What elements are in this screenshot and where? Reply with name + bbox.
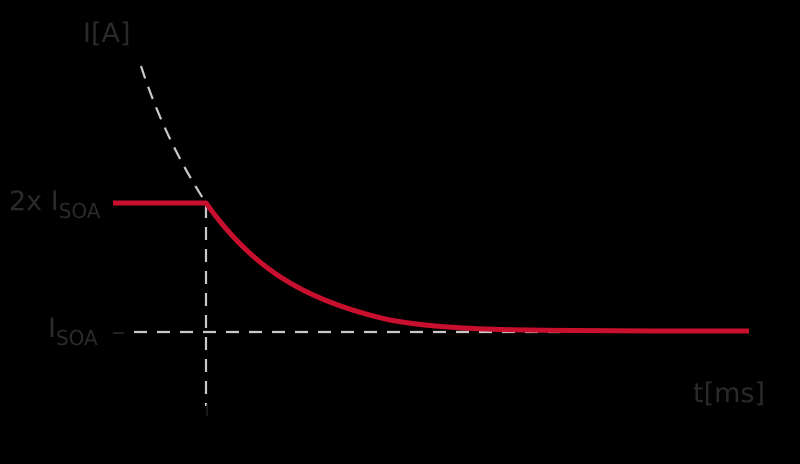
y-tick-2x-isoa: 2x ISOA (9, 186, 100, 221)
y-axis-label: I[A] (83, 18, 131, 49)
y-tick-1x-sub: SOA (55, 326, 98, 350)
x-axis-label: t[ms] (693, 378, 766, 409)
y-tick-2x-main: 2x I (9, 186, 59, 217)
extrapolated-decay-curve (139, 65, 207, 204)
y-tick-2x-sub: SOA (58, 199, 101, 223)
current-limit-curve (113, 200, 750, 334)
y-tick-isoa: ISOA (48, 313, 98, 348)
y-tick-1x-main: I (48, 313, 56, 344)
